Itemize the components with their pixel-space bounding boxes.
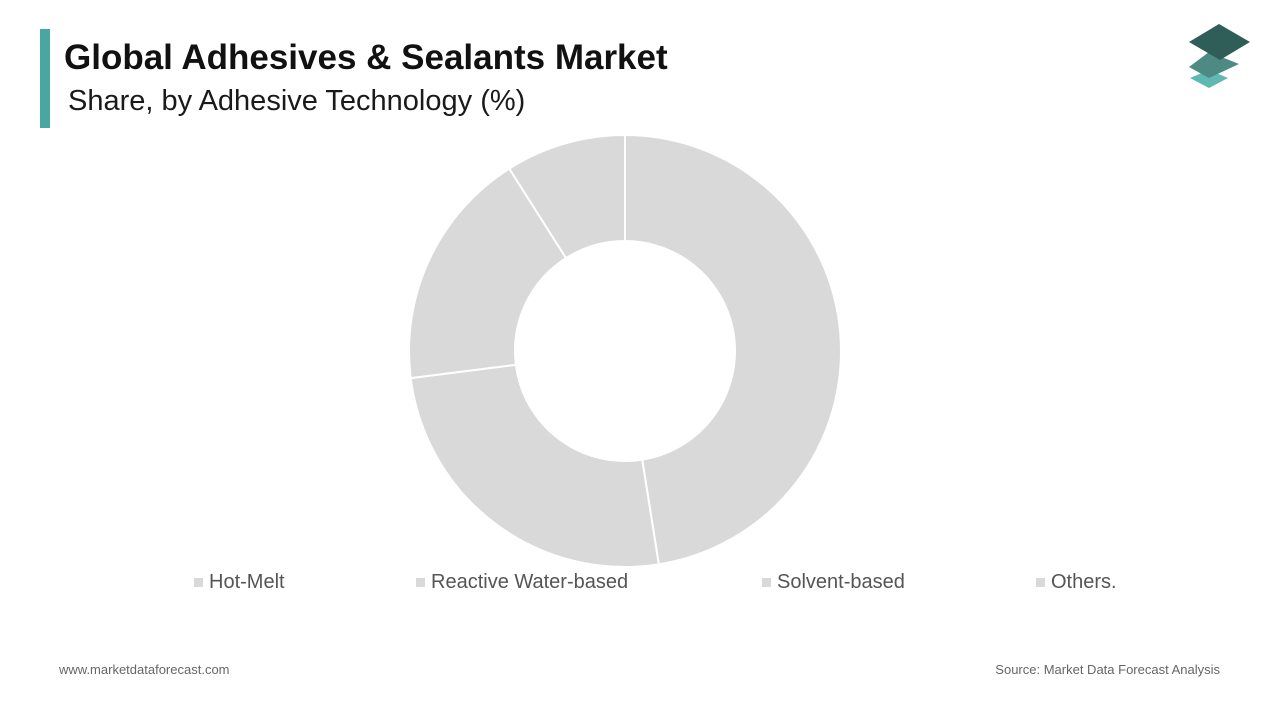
legend-item-hot-melt: Hot-Melt [194, 571, 285, 594]
legend-swatch [416, 578, 425, 587]
logo-layer-bottom [1190, 70, 1228, 88]
donut-slice-others [507, 133, 626, 260]
logo-layer-top [1189, 24, 1250, 60]
chart-subtitle: Share, by Adhesive Technology (%) [68, 85, 526, 117]
legend-item-reactive-water-based: Reactive Water-based [416, 571, 628, 594]
legend-item-others: Others. [1036, 571, 1117, 594]
footer-source: Source: Market Data Forecast Analysis [995, 662, 1220, 677]
legend-item-solvent-based: Solvent-based [762, 571, 905, 594]
footer-website[interactable]: www.marketdataforecast.com [59, 662, 230, 677]
logo-layer-middle [1189, 52, 1239, 78]
stacked-layers-icon [1189, 24, 1250, 88]
legend-label: Others. [1051, 571, 1117, 593]
chart-legend: Hot-Melt Reactive Water-based Solvent-base… [0, 571, 1280, 595]
donut-slice-solvent-based [408, 167, 568, 380]
chart-title: Global Adhesives & Sealants Market [64, 38, 668, 77]
legend-label: Reactive Water-based [431, 571, 629, 593]
donut-slice-reactive-water-based [409, 363, 660, 568]
legend-label: Solvent-based [777, 571, 905, 593]
legend-swatch [194, 578, 203, 587]
legend-swatch [1036, 578, 1045, 587]
title-accent-bar [40, 29, 50, 128]
legend-swatch [762, 578, 771, 587]
legend-label: Hot-Melt [209, 571, 285, 593]
donut-slice-hot-melt [624, 133, 842, 566]
